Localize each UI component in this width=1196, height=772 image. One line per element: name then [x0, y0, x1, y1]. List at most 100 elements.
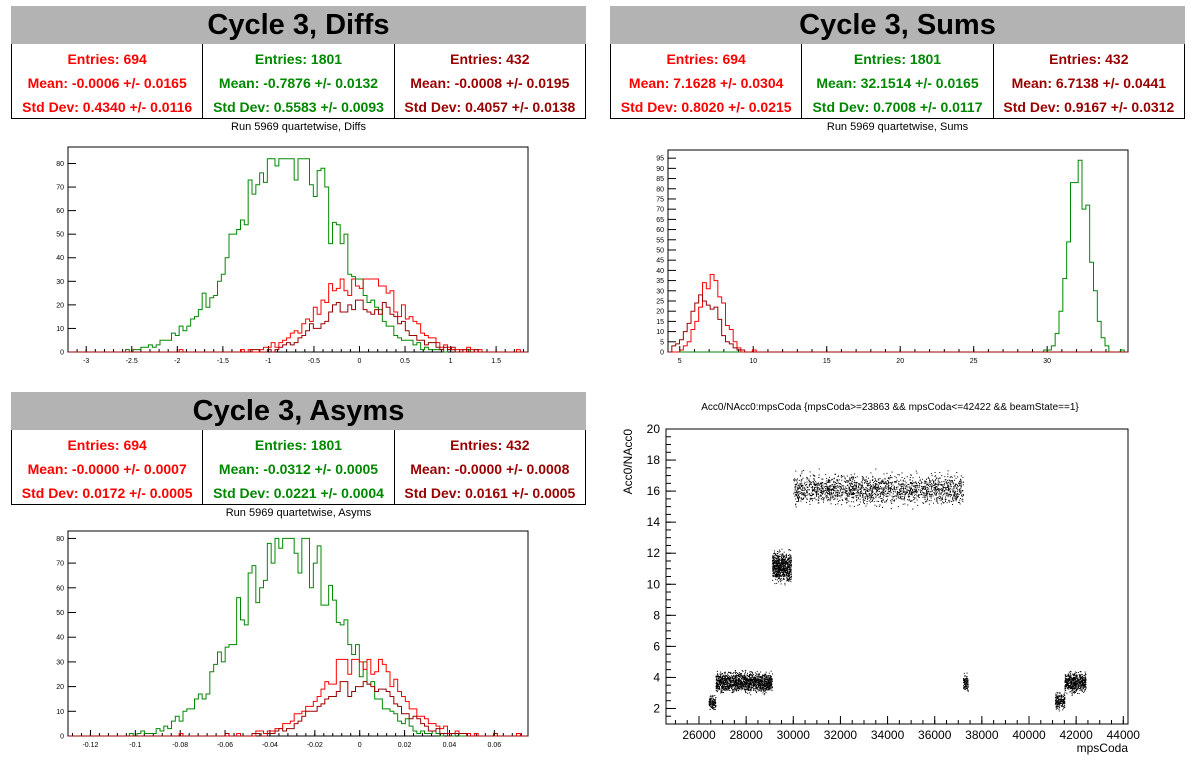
scatter-point: [933, 492, 935, 494]
scatter-point: [776, 570, 778, 572]
scatter-point: [851, 490, 853, 492]
scatter-point: [931, 486, 932, 488]
scatter-point: [775, 574, 777, 576]
scatter-point: [930, 488, 932, 490]
scatter-point: [896, 495, 898, 497]
scatter-point: [886, 498, 888, 500]
scatter-point: [856, 495, 857, 497]
scatter-point: [761, 688, 763, 690]
scatter-point: [735, 677, 737, 679]
scatter-point: [734, 687, 736, 689]
scatter-point: [781, 564, 783, 566]
scatter-point: [876, 493, 878, 495]
scatter-point: [853, 496, 855, 498]
scatter-point: [840, 496, 842, 498]
y-tick-label: 18: [647, 453, 661, 467]
scatter-point: [956, 472, 958, 473]
scatter-point: [709, 709, 711, 710]
scatter-point: [764, 684, 766, 686]
scatter-point: [780, 563, 782, 565]
scatter-point: [1083, 675, 1085, 676]
scatter-point: [843, 475, 845, 477]
scatter-point: [864, 503, 865, 505]
scatter-point: [798, 497, 800, 499]
scatter-point: [927, 484, 929, 485]
scatter-point: [788, 560, 790, 562]
scatter-point: [929, 493, 930, 495]
scatter-point: [720, 675, 722, 677]
scatter-point: [1058, 710, 1060, 712]
scatter-point: [786, 554, 788, 556]
scatter-point: [709, 703, 711, 705]
scatter-point: [747, 688, 749, 689]
scatter-point: [955, 498, 957, 500]
scatter-point: [728, 685, 730, 687]
scatter-point: [730, 680, 732, 682]
scatter-point: [842, 485, 844, 487]
scatter-point: [770, 685, 772, 687]
scatter-point: [837, 480, 839, 482]
scatter-point: [738, 688, 740, 690]
scatter-point: [759, 678, 761, 680]
scatter-point: [788, 572, 790, 574]
scatter-point: [875, 496, 877, 498]
scatter-point: [944, 493, 946, 495]
scatter-point: [921, 485, 922, 487]
scatter-point: [877, 484, 879, 486]
scatter-point: [724, 671, 726, 673]
scatter-point: [924, 480, 926, 482]
scatter-point: [741, 686, 743, 688]
scatter-point: [794, 486, 796, 488]
scatter-point: [753, 683, 754, 684]
scatter-point: [736, 685, 738, 686]
scatter-point: [790, 549, 792, 551]
scatter-point: [1064, 704, 1066, 706]
scatter-point: [885, 493, 887, 495]
scatter-point: [960, 479, 962, 481]
scatter-point: [899, 491, 901, 493]
scatter-point: [911, 488, 912, 490]
scatter-point: [736, 679, 738, 681]
scatter-point: [854, 480, 856, 482]
scatter-point: [878, 501, 880, 502]
scatter-point: [1059, 707, 1060, 709]
scatter-point: [830, 494, 832, 496]
scatter-point: [871, 493, 873, 495]
scatter-point: [938, 495, 940, 497]
scatter-point: [823, 499, 825, 501]
scatter-point: [783, 573, 785, 575]
scatter-point: [796, 496, 798, 498]
scatter-point: [781, 557, 783, 559]
scatter-point: [1058, 706, 1060, 708]
scatter-point: [718, 685, 719, 687]
scatter-point: [741, 683, 743, 685]
scatter-point: [894, 487, 896, 489]
scatter-point: [778, 556, 780, 558]
scatter-point: [883, 487, 885, 489]
scatter-point: [716, 679, 718, 681]
scatter-point: [947, 479, 949, 481]
scatter-point: [740, 687, 742, 689]
scatter-point: [790, 579, 792, 580]
scatter-point: [827, 479, 829, 481]
scatter-point: [809, 481, 811, 483]
scatter-point: [798, 497, 800, 499]
scatter-point: [768, 685, 770, 687]
scatter-point: [776, 562, 778, 564]
scatter-point: [867, 498, 868, 500]
scatter-point: [776, 573, 778, 575]
scatter-point: [730, 672, 731, 674]
scatter-point: [879, 478, 881, 479]
scatter-point: [803, 469, 805, 471]
scatter-point: [951, 494, 953, 496]
y-tick-label: 4: [653, 670, 660, 684]
scatter-point: [778, 559, 779, 561]
scatter-point: [1062, 702, 1064, 704]
scatter-point: [909, 488, 911, 490]
scatter-point: [733, 690, 735, 692]
scatter-point: [876, 487, 878, 489]
scatter-point: [778, 562, 780, 564]
scatter-point: [720, 676, 722, 678]
scatter-point: [955, 495, 957, 497]
scatter-point: [764, 679, 766, 681]
